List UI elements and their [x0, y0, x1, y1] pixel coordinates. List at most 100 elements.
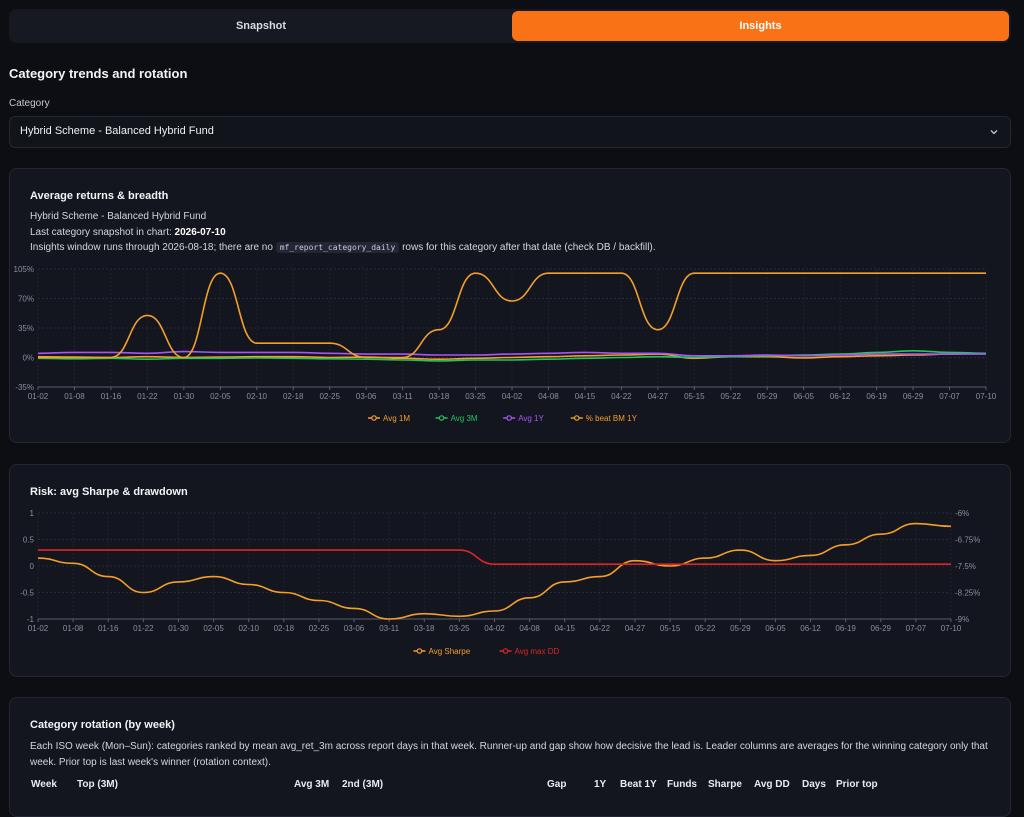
x-tick-label: 03-11 — [393, 392, 413, 401]
returns-card-title: Average returns & breadth — [30, 190, 169, 202]
returns-chart: 105% 70% 35% 0% -35%01-02 01-08 01-16 01-22 01-3… — [14, 265, 997, 423]
y-tick-label: 35% — [18, 324, 34, 333]
x-tick-label: 06-05 — [765, 624, 786, 633]
x-tick-label: 02-18 — [283, 392, 304, 401]
legend-marker-avg-sharpe — [416, 648, 423, 654]
legend-label-avg-3m[interactable]: Avg 3M — [451, 414, 478, 423]
y-tick-label: 70% — [18, 295, 34, 304]
legend-label-avg-sharpe[interactable]: Avg Sharpe — [429, 647, 471, 656]
legend-label-beat-bm-1y[interactable]: % beat BM 1Y — [586, 414, 638, 423]
x-tick-label: 06-12 — [830, 392, 851, 401]
legend-marker-avg-3m — [438, 415, 445, 421]
note-after: rows for this category after that date (… — [399, 242, 656, 253]
returns-card-subtitle: Hybrid Scheme - Balanced Hybrid Fund — [30, 211, 207, 222]
table-name-code: mf_report_category_daily — [275, 242, 400, 253]
page-title: Category trends and rotation — [9, 66, 188, 81]
tab-snapshot[interactable]: Snapshot — [235, 20, 287, 32]
col-week[interactable]: Week — [31, 779, 57, 790]
x-tick-label: 05-22 — [695, 624, 716, 633]
y-tick-label: 1 — [30, 509, 35, 518]
note-before: Insights window runs through 2026-08-18;… — [30, 242, 276, 253]
x-tick-label: 02-10 — [238, 624, 259, 633]
y-tick-label: -35% — [15, 383, 34, 392]
rotation-card-title: Category rotation (by week) — [30, 719, 175, 731]
col-beat-1y[interactable]: Beat 1Y — [620, 779, 657, 790]
legend-marker-avg-max-dd — [502, 648, 509, 654]
y-tick-label: 0.5 — [23, 536, 35, 545]
col-prior-top[interactable]: Prior top — [836, 779, 878, 790]
col-top-3m[interactable]: Top (3M) — [77, 779, 118, 790]
risk-card: Risk: avg Sharpe & drawdown 1 0.5 0 -0.5 -1 -… — [9, 464, 1011, 677]
legend-label-avg-1y[interactable]: Avg 1Y — [518, 414, 544, 423]
series-line-avg-1m — [37, 352, 987, 361]
y-right-tick-label: -6% — [955, 509, 969, 518]
col-second-3m[interactable]: 2nd (3M) — [342, 779, 384, 790]
x-tick-label: 05-29 — [730, 624, 751, 633]
series-line-avg-1y — [37, 350, 986, 357]
returns-card: Average returns & breadth Hybrid Scheme … — [9, 168, 1011, 443]
x-tick-label: 04-27 — [625, 624, 646, 633]
x-tick-label: 06-19 — [866, 392, 887, 401]
x-tick-label: 03-25 — [449, 624, 470, 633]
x-tick-label: 03-25 — [465, 392, 486, 401]
col-avg-dd[interactable]: Avg DD — [754, 779, 790, 790]
x-tick-label: 07-10 — [941, 624, 962, 633]
col-1y[interactable]: 1Y — [594, 779, 607, 790]
col-gap[interactable]: Gap — [547, 779, 567, 790]
x-tick-label: 05-15 — [660, 624, 681, 633]
y-tick-label: 105% — [14, 265, 34, 274]
col-avg-3m[interactable]: Avg 3M — [294, 779, 330, 790]
legend-marker-beat-bm-1y — [573, 415, 580, 421]
legend-label-avg-1m[interactable]: Avg 1M — [383, 414, 410, 423]
category-select-value: Hybrid Scheme - Balanced Hybrid Fund — [20, 125, 214, 137]
series-line-avg-sharpe — [37, 522, 952, 620]
x-tick-label: 01-08 — [64, 392, 85, 401]
x-tick-label: 04-22 — [590, 624, 611, 633]
risk-chart: 1 0.5 0 -0.5 -1 -6% -6.75% -7.5% -8.25% -9% 01-02 0… — [20, 509, 980, 656]
risk-card-title: Risk: avg Sharpe & drawdown — [30, 486, 188, 498]
x-tick-label: 01-02 — [28, 624, 49, 633]
y-right-tick-label: -7.5% — [955, 562, 976, 571]
x-tick-label: 04-02 — [484, 624, 505, 633]
rotation-card: Category rotation (by week) Each ISO wee… — [9, 697, 1011, 817]
chevron-down-icon — [990, 130, 998, 135]
tab-insights[interactable]: Insights — [512, 11, 1009, 41]
x-tick-label: 01-02 — [28, 392, 49, 401]
y-right-tick-label: -9% — [955, 615, 969, 624]
x-tick-label: 06-12 — [800, 624, 821, 633]
x-tick-label: 01-22 — [133, 624, 154, 633]
x-tick-label: 01-22 — [137, 392, 158, 401]
x-tick-label: 07-07 — [906, 624, 927, 633]
x-tick-label: 06-05 — [793, 392, 814, 401]
y-tick-label: -0.5 — [20, 589, 34, 598]
y-right-tick-label: -8.25% — [955, 589, 980, 598]
x-tick-label: 03-18 — [414, 624, 435, 633]
snapshot-date: 2026-07-10 — [174, 227, 226, 238]
legend-marker-avg-1m — [371, 415, 377, 421]
col-days[interactable]: Days — [802, 779, 826, 790]
x-tick-label: 05-29 — [757, 392, 778, 401]
x-tick-label: 05-22 — [721, 392, 742, 401]
x-tick-label: 02-10 — [247, 392, 268, 401]
col-sharpe[interactable]: Sharpe — [708, 779, 742, 790]
x-tick-label: 04-15 — [575, 392, 596, 401]
x-tick-label: 03-06 — [356, 392, 377, 401]
x-tick-label: 04-08 — [538, 392, 559, 401]
category-label: Category — [9, 98, 50, 109]
x-tick-label: 06-29 — [871, 624, 892, 633]
y-right-tick-label: -6.75% — [955, 536, 980, 545]
x-tick-label: 01-30 — [174, 392, 195, 401]
x-tick-label: 04-02 — [502, 392, 523, 401]
y-tick-label: 0% — [22, 354, 34, 363]
x-tick-label: 02-05 — [203, 624, 224, 633]
insights-note: Insights window runs through 2026-08-18;… — [30, 242, 656, 253]
x-tick-label: 01-16 — [101, 392, 122, 401]
x-tick-label: 01-08 — [63, 624, 84, 633]
col-funds[interactable]: Funds — [667, 779, 697, 790]
category-select[interactable]: Hybrid Scheme - Balanced Hybrid Fund — [9, 116, 1011, 148]
x-tick-label: 02-18 — [274, 624, 295, 633]
legend-label-avg-max-dd[interactable]: Avg max DD — [515, 647, 560, 656]
legend-marker-avg-1y — [506, 415, 513, 421]
x-tick-label: 04-27 — [648, 392, 669, 401]
x-tick-label: 03-11 — [379, 624, 399, 633]
